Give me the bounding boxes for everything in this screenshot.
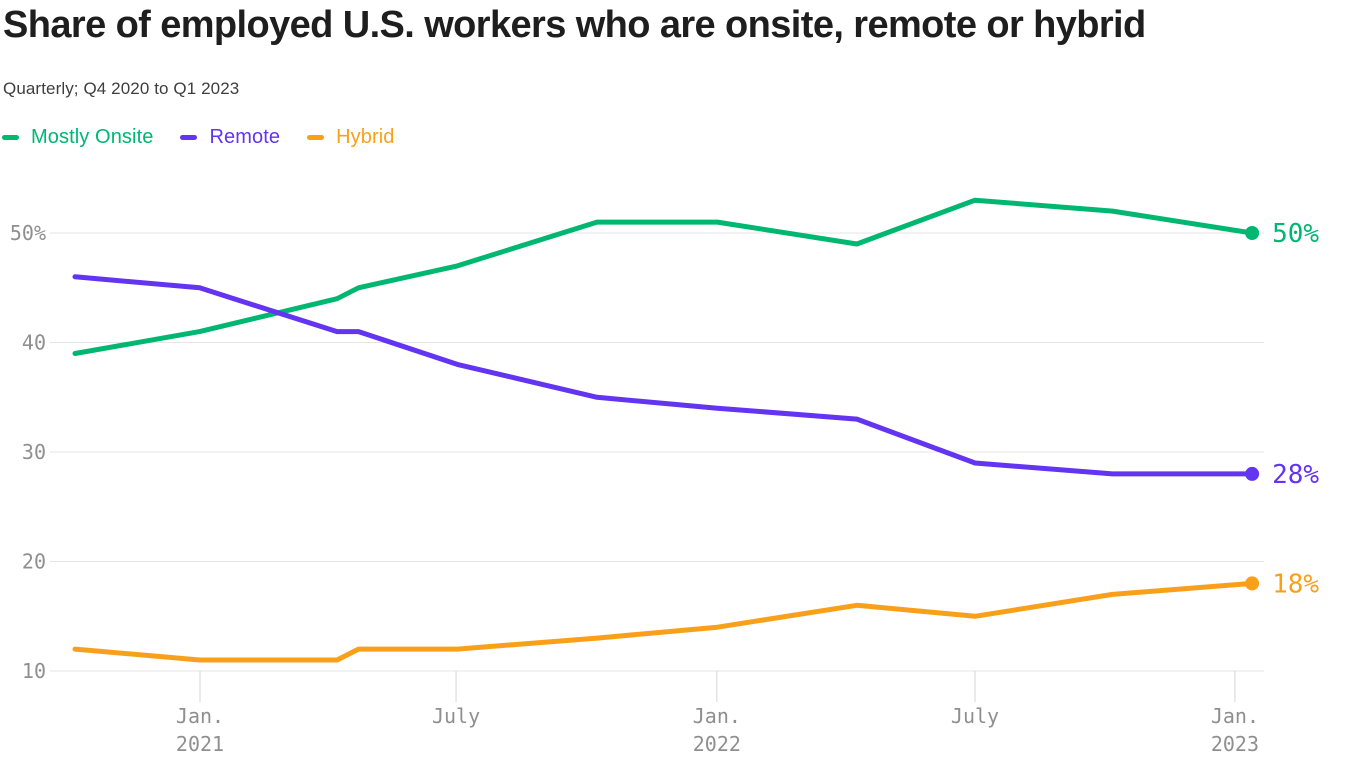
y-axis-label-40: 40: [22, 331, 46, 355]
x-axis-label-0: Jan. 2021: [176, 704, 224, 756]
end-label-hybrid: 18%: [1272, 569, 1319, 599]
x-axis-label-4: Jan. 2023: [1211, 704, 1259, 756]
legend-dash-icon: [2, 135, 19, 140]
end-dot-remote: [1245, 466, 1260, 481]
legend-dash-icon: [307, 135, 325, 140]
series-line-hybrid: [72, 580, 1255, 663]
y-axis-label-50: 50%: [10, 221, 46, 245]
legend-item-hybrid: Hybrid: [307, 126, 394, 149]
x-axis-label-1: July: [432, 704, 480, 728]
end-dot-mostly-onsite: [1245, 226, 1260, 240]
legend-item-remote: Remote: [180, 126, 280, 149]
legend-label-mostly-onsite: Mostly Onsite: [31, 126, 154, 148]
legend-label-remote: Remote: [209, 126, 281, 148]
y-axis-label-10: 10: [22, 659, 46, 683]
end-dot-hybrid: [1245, 576, 1260, 591]
series-line-mostly-onsite: [72, 197, 1255, 356]
series-line-remote: [72, 274, 1255, 477]
chart-title: Share of employed U.S. workers who are o…: [3, 4, 1146, 46]
legend-dash-icon: [180, 135, 198, 140]
y-axis-label-30: 30: [22, 440, 46, 464]
y-axis-label-20: 20: [22, 550, 46, 574]
legend-label-hybrid: Hybrid: [336, 126, 395, 148]
x-axis-label-3: July: [951, 704, 999, 728]
end-label-mostly-onsite: 50%: [1272, 219, 1319, 249]
legend: Mostly Onsite Remote Hybrid: [2, 126, 395, 149]
chart-subtitle: Quarterly; Q4 2020 to Q1 2023: [3, 79, 240, 98]
end-label-remote: 28%: [1272, 460, 1319, 490]
legend-item-mostly-onsite: Mostly Onsite: [2, 126, 153, 149]
x-axis-label-2: Jan. 2022: [693, 704, 741, 756]
